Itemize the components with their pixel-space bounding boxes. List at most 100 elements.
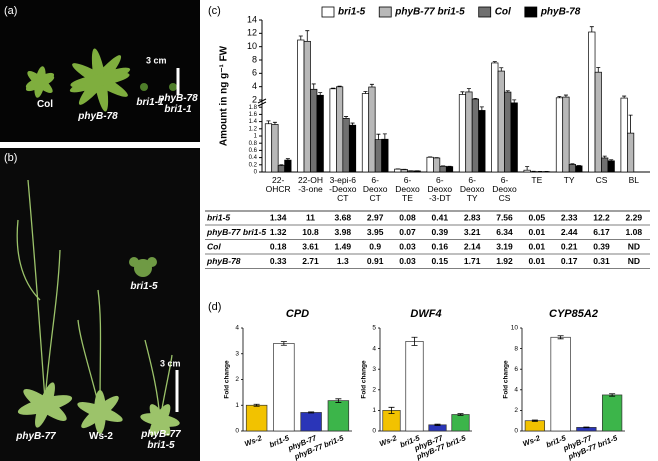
bar <box>277 165 285 173</box>
bar <box>620 97 628 173</box>
table-cell: 1.34 <box>270 212 287 222</box>
table-cell: ND <box>628 256 640 266</box>
bar <box>562 96 570 173</box>
y-tick-label: 6 <box>252 68 257 78</box>
y-tick-label: 2 <box>235 376 239 383</box>
y-tick-label: 1 <box>254 134 258 140</box>
y-tick-label: 1 <box>372 407 376 414</box>
bar <box>524 420 546 432</box>
table-cell: 3.19 <box>496 241 513 251</box>
error-bar <box>305 30 310 42</box>
error-bar <box>589 26 594 32</box>
bar <box>374 139 382 173</box>
table-cell: 0.9 <box>369 241 381 251</box>
y-tick-label: 6 <box>514 366 518 373</box>
bar <box>316 94 324 173</box>
bar <box>550 336 571 432</box>
table-cell: 0.01 <box>529 241 546 251</box>
bar <box>245 404 268 432</box>
error-bar <box>602 155 607 158</box>
table-cell: 3.68 <box>335 212 352 222</box>
table-cell: 1.92 <box>496 256 513 266</box>
y-tick-label: 0 <box>235 428 239 435</box>
y-tick-label: 1.2 <box>249 126 258 132</box>
error-bar <box>272 121 277 125</box>
bar <box>588 31 596 173</box>
row-label: Col <box>207 241 221 251</box>
bar <box>348 124 357 173</box>
chart-title: CPD <box>286 308 309 320</box>
y-tick-label: 4 <box>235 325 239 332</box>
plant-label: phyB-78 bri1-1 <box>158 93 198 115</box>
plant-label: phyB-77 bri1-5 <box>141 429 181 451</box>
y-tick-label: 0 <box>514 428 518 435</box>
error-bar <box>376 133 381 140</box>
bar <box>458 94 467 173</box>
error-bar <box>266 120 271 124</box>
table-cell: 1.3 <box>337 256 349 266</box>
error-bar <box>388 406 395 414</box>
bar <box>627 132 635 173</box>
row-label: phyB-78 <box>206 256 241 266</box>
bar <box>555 97 564 173</box>
bar <box>471 98 479 173</box>
bar <box>504 91 512 173</box>
bar <box>310 88 318 173</box>
y-tick-label: 4 <box>514 387 518 394</box>
y-axis-label: Amount in ng g⁻¹ FW <box>219 45 230 146</box>
y-tick-label: 10 <box>247 41 257 51</box>
bar <box>342 118 350 173</box>
table-cell: 11 <box>306 212 315 222</box>
legend-label: phyB-78 <box>540 7 581 18</box>
bar <box>497 70 505 173</box>
scale-label: 3 cm <box>146 55 167 65</box>
table-cell: 0.05 <box>529 212 546 222</box>
error-bar <box>337 85 342 87</box>
y-tick-label: 0.4 <box>249 155 258 161</box>
table-cell: 0.17 <box>561 256 578 266</box>
table-cell: 12.2 <box>593 212 610 222</box>
y-tick-label: 4 <box>252 81 257 91</box>
bar <box>336 86 344 173</box>
table-cell: 0.18 <box>270 241 287 251</box>
table-cell: ND <box>628 241 640 251</box>
table-cell: 7.56 <box>496 212 513 222</box>
error-bar <box>279 164 284 166</box>
table-cell: 3.21 <box>464 227 481 237</box>
y-tick-label: 12 <box>247 28 257 38</box>
error-bar <box>531 419 538 422</box>
bar <box>394 168 402 173</box>
table-cell: 2.71 <box>302 256 319 266</box>
table-cell: 2.29 <box>626 212 643 222</box>
table-cell: 0.31 <box>593 256 610 266</box>
legend-label: bri1-5 <box>338 7 366 18</box>
error-bar <box>382 133 387 140</box>
table-cell: 2.44 <box>561 227 578 237</box>
plants-a <box>25 48 177 112</box>
bar <box>510 102 518 173</box>
x-tick-label: 22- OHCR <box>265 175 291 194</box>
bar <box>264 123 273 173</box>
bar <box>523 169 531 173</box>
x-tick-label: 22-OH -3-one <box>297 175 324 194</box>
error-bar <box>479 106 484 111</box>
table-cell: 0.21 <box>561 241 578 251</box>
table-cell: 0.08 <box>399 212 416 222</box>
y-axis-label: Fold change <box>361 360 368 399</box>
bar <box>478 110 486 173</box>
panel-label: (a) <box>4 5 17 17</box>
table-cell: 0.15 <box>432 256 449 266</box>
bar <box>433 157 441 173</box>
bar <box>405 341 424 432</box>
error-bar <box>280 341 287 346</box>
x-tick-label: 6- Deoxo TY <box>459 175 485 203</box>
panel-label: (d) <box>208 301 221 313</box>
error-bar <box>308 411 315 414</box>
plant-label: phyB-78 <box>78 111 118 122</box>
bar <box>284 159 292 173</box>
error-bar <box>331 87 336 89</box>
y-tick-label: 10 <box>511 325 519 332</box>
plant-label: bri1-5 <box>130 281 158 292</box>
table-cell: 3.95 <box>367 227 384 237</box>
bar <box>439 165 447 173</box>
